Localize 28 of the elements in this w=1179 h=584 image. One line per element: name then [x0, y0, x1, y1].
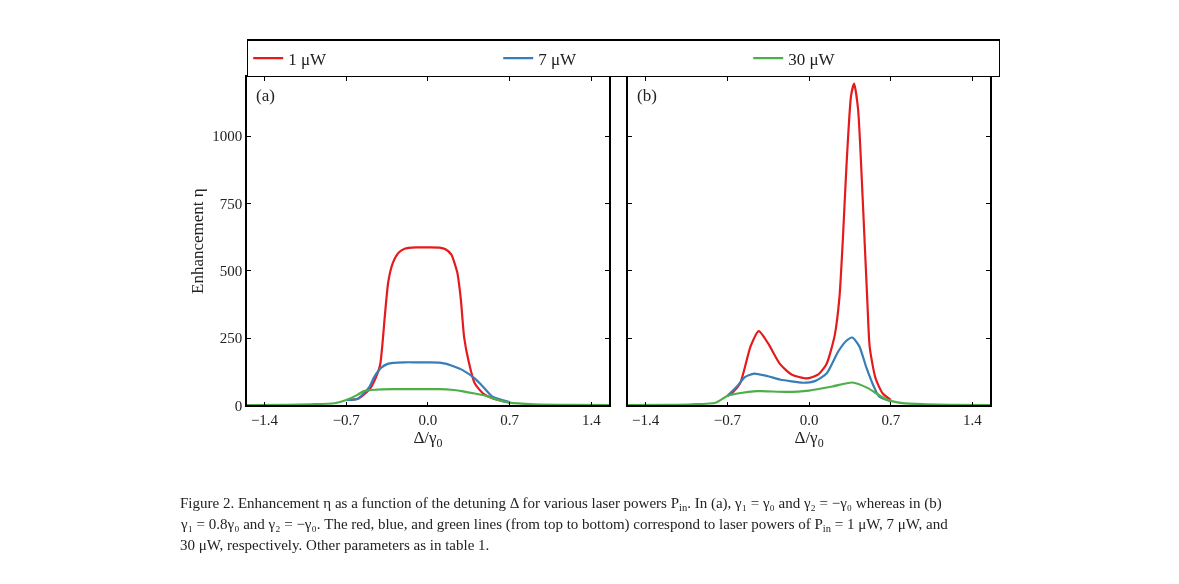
y-tick-label: 0 — [234, 397, 243, 414]
y-tick-label: 500 — [219, 263, 243, 280]
text: γ₁ = 0.8γ₀ and γ₂ = −γ₀. The red, blue, and green lines (from top to bottom) correspond to laser powers of P$_{in}$ = 1 μW, 7 μW, and — [180, 516, 949, 535]
annotation: (b) — [637, 86, 657, 105]
text: 30 μW, respectively. Other parameters as in table 1. — [180, 537, 490, 553]
x-axis-title: Δ/γ$_{0}$ — [413, 428, 443, 450]
x-tick-label: −1.4 — [631, 412, 660, 429]
legend-label: 1 μW — [288, 49, 328, 69]
x-tick-label: −0.7 — [713, 412, 742, 429]
y-tick-label: 250 — [219, 330, 243, 347]
legend-label: 7 μW — [538, 49, 578, 69]
x-tick-label: 1.4 — [582, 412, 602, 429]
x-tick-label: −1.4 — [250, 412, 279, 429]
y-tick-label: 750 — [219, 195, 243, 212]
x-tick-label: 0.0 — [418, 412, 438, 429]
y-tick-label: 1000 — [212, 128, 243, 145]
annotation: (a) — [256, 86, 275, 105]
x-tick-label: 0.7 — [500, 412, 520, 429]
line-series — [345, 361, 511, 404]
x-tick-label: 1.4 — [963, 412, 983, 429]
legend-label: 30 μW — [788, 49, 836, 69]
line-series — [247, 388, 609, 406]
x-tick-label: −0.7 — [332, 412, 361, 429]
x-tick-label: 0.0 — [799, 412, 819, 429]
x-axis-title: Δ/γ$_{0}$ — [794, 428, 824, 450]
y-axis-title: Enhancement η — [188, 188, 208, 294]
x-tick-label: 0.7 — [881, 412, 901, 429]
caption: Figure 2. Enhancement η as a function of the detuning Δ for various laser powers P$_{in}$. In (a), γ₁ = γ₀ and γ₂ = −γ₀ whereas in (b) — [180, 495, 942, 514]
